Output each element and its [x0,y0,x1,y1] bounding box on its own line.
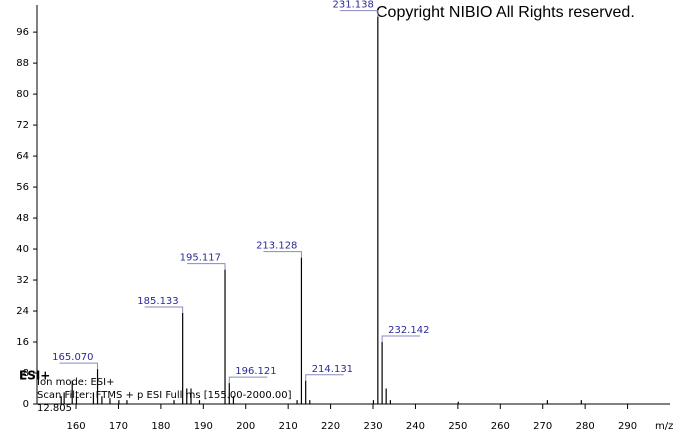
peak-label: 165.070 [52,352,93,363]
x-tick-label: 260 [491,421,510,432]
x-axis-label: m/z [655,421,673,432]
y-tick-label: 88 [16,58,29,69]
label-bracket [228,376,268,384]
x-tick-label: 200 [236,421,255,432]
y-tick-label: 80 [16,89,29,100]
x-tick-label: 290 [618,421,637,432]
peak-label: 213.128 [256,241,297,252]
peak-label: 196.121 [235,366,276,377]
x-tick-label: 190 [194,421,213,432]
peak-label: 185.133 [137,296,178,307]
y-tick-label: 64 [16,151,29,162]
y-tick-label: 16 [16,337,29,348]
peak-label: 232.142 [388,325,429,336]
y-tick-label: 24 [16,306,29,317]
label-bracket [339,10,379,17]
x-tick-label: 160 [66,421,85,432]
peak-label: 231.138 [332,0,373,11]
label-bracket [59,362,99,370]
y-tick-label: 72 [16,120,29,131]
y-tick-label: 0 [23,399,29,410]
y-tick-label: 56 [16,182,29,193]
x-tick-label: 270 [533,421,552,432]
x-tick-label: 230 [363,421,382,432]
x-tick-label: 240 [406,421,425,432]
x-tick-label: 220 [321,421,340,432]
y-tick-label: 32 [16,275,29,286]
x-tick-label: 210 [279,421,298,432]
scan-filter: Scan Filter: FTMS + p ESI Full ms [155.0… [37,390,292,401]
peak-label: 195.117 [180,253,221,264]
y-tick-label: 40 [16,244,29,255]
x-tick-label: 250 [448,421,467,432]
x-tick-label: 280 [576,421,595,432]
ion-mode: Ion mode: ESI+ [37,377,115,388]
copyright: Copyright NIBIO All Rights reserved. [376,4,635,21]
x-tick-label: 170 [109,421,128,432]
x-tick-label: 180 [151,421,170,432]
y-tick-label: 8 [23,368,29,379]
retention-time: 12.805 [37,403,72,414]
label-bracket [263,251,302,258]
y-tick-label: 48 [16,213,29,224]
label-bracket [187,263,226,270]
y-tick-label: 96 [16,27,29,38]
polarity: ESI+ [19,369,50,383]
label-bracket [381,335,421,343]
label-bracket [144,306,184,313]
peak-label: 214.131 [312,364,353,375]
label-bracket [305,374,344,381]
